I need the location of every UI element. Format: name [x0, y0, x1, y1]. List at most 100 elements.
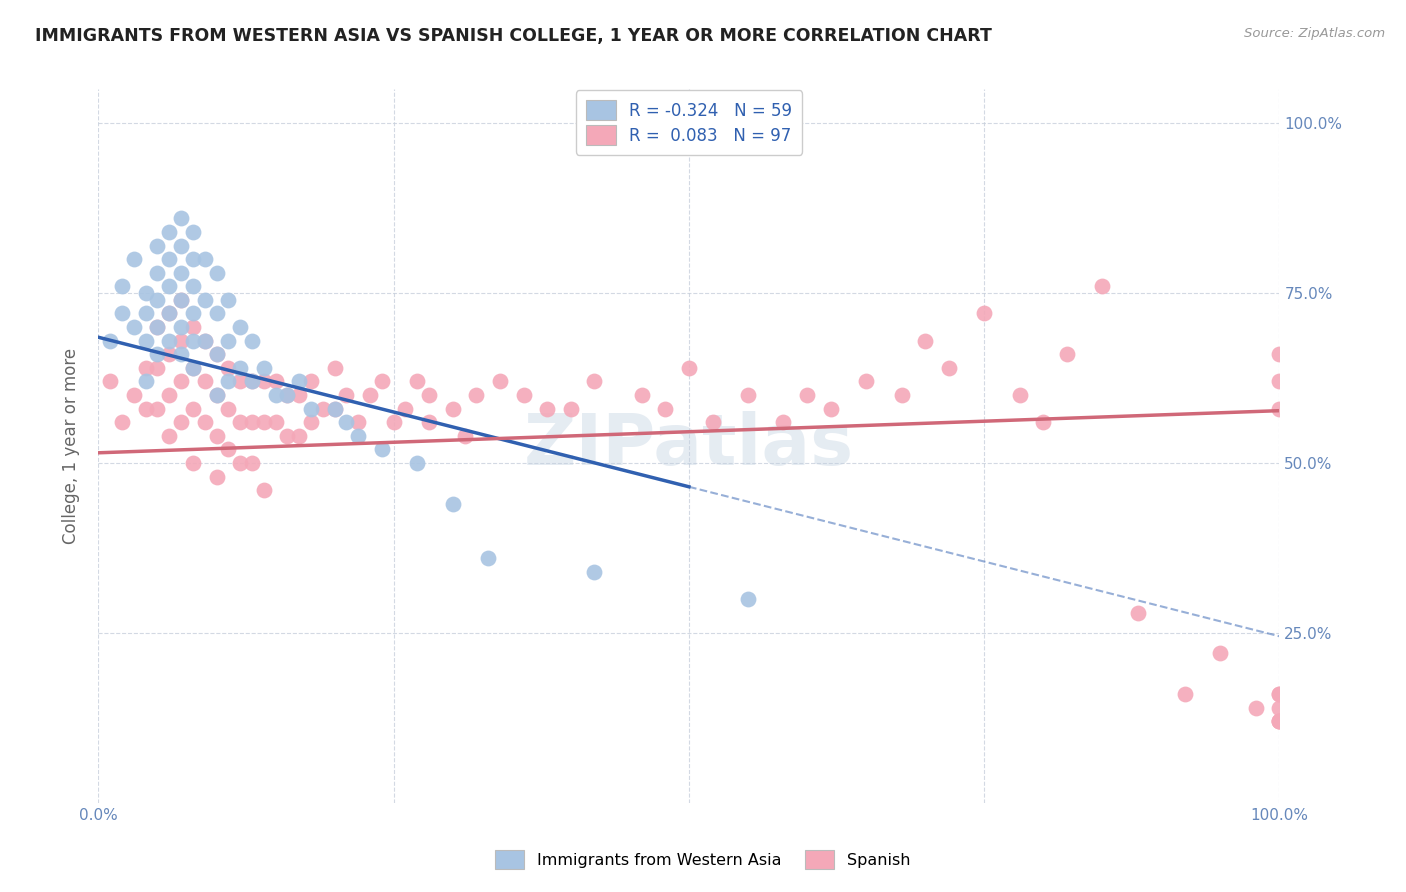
- Point: [157, 252, 180, 266]
- Point: [170, 375, 193, 389]
- Point: [347, 429, 370, 443]
- Point: [170, 293, 193, 307]
- Point: [170, 347, 193, 361]
- Point: [855, 375, 877, 389]
- Point: [1008, 388, 1031, 402]
- Point: [560, 401, 582, 416]
- Point: [772, 415, 794, 429]
- Point: [441, 497, 464, 511]
- Point: [323, 401, 346, 416]
- Point: [205, 347, 228, 361]
- Point: [323, 360, 346, 375]
- Point: [217, 293, 239, 307]
- Point: [890, 388, 912, 402]
- Point: [135, 306, 157, 320]
- Point: [181, 360, 204, 375]
- Point: [276, 429, 298, 443]
- Point: [240, 456, 263, 470]
- Point: [194, 415, 217, 429]
- Point: [205, 429, 228, 443]
- Point: [253, 360, 276, 375]
- Point: [1032, 415, 1054, 429]
- Point: [678, 360, 700, 375]
- Point: [1268, 714, 1291, 729]
- Point: [737, 388, 759, 402]
- Point: [135, 286, 157, 301]
- Point: [157, 306, 180, 320]
- Point: [181, 252, 204, 266]
- Point: [453, 429, 475, 443]
- Point: [240, 375, 263, 389]
- Point: [170, 293, 193, 307]
- Point: [1091, 279, 1114, 293]
- Point: [229, 375, 252, 389]
- Point: [1268, 375, 1291, 389]
- Point: [1268, 700, 1291, 714]
- Point: [406, 375, 429, 389]
- Point: [146, 360, 169, 375]
- Point: [181, 360, 204, 375]
- Point: [157, 334, 180, 348]
- Point: [146, 320, 169, 334]
- Point: [205, 388, 228, 402]
- Point: [335, 388, 357, 402]
- Point: [98, 375, 121, 389]
- Point: [135, 334, 157, 348]
- Point: [737, 591, 759, 606]
- Point: [323, 401, 346, 416]
- Point: [583, 375, 606, 389]
- Point: [347, 415, 370, 429]
- Point: [170, 238, 193, 252]
- Point: [194, 252, 217, 266]
- Point: [253, 415, 276, 429]
- Point: [170, 334, 193, 348]
- Point: [253, 483, 276, 498]
- Y-axis label: College, 1 year or more: College, 1 year or more: [62, 348, 80, 544]
- Point: [122, 320, 145, 334]
- Point: [181, 401, 204, 416]
- Point: [1268, 714, 1291, 729]
- Text: ZIPatlas: ZIPatlas: [524, 411, 853, 481]
- Point: [217, 401, 239, 416]
- Legend: R = -0.324   N = 59, R =  0.083   N = 97: R = -0.324 N = 59, R = 0.083 N = 97: [576, 90, 801, 154]
- Legend: Immigrants from Western Asia, Spanish: Immigrants from Western Asia, Spanish: [489, 844, 917, 875]
- Point: [264, 388, 287, 402]
- Point: [583, 565, 606, 579]
- Point: [394, 401, 416, 416]
- Point: [205, 266, 228, 280]
- Point: [135, 375, 157, 389]
- Point: [205, 347, 228, 361]
- Point: [170, 266, 193, 280]
- Point: [276, 388, 298, 402]
- Point: [146, 320, 169, 334]
- Point: [264, 415, 287, 429]
- Point: [170, 320, 193, 334]
- Point: [1126, 606, 1149, 620]
- Point: [914, 334, 936, 348]
- Point: [938, 360, 960, 375]
- Point: [157, 225, 180, 239]
- Point: [229, 360, 252, 375]
- Point: [796, 388, 818, 402]
- Point: [181, 334, 204, 348]
- Point: [253, 375, 276, 389]
- Point: [335, 415, 357, 429]
- Point: [1268, 687, 1291, 701]
- Point: [1268, 714, 1291, 729]
- Point: [418, 415, 440, 429]
- Point: [1268, 687, 1291, 701]
- Point: [240, 375, 263, 389]
- Point: [288, 375, 311, 389]
- Point: [146, 347, 169, 361]
- Point: [122, 388, 145, 402]
- Point: [181, 225, 204, 239]
- Point: [111, 279, 134, 293]
- Point: [194, 375, 217, 389]
- Point: [146, 293, 169, 307]
- Point: [217, 334, 239, 348]
- Point: [1174, 687, 1197, 701]
- Point: [157, 279, 180, 293]
- Point: [820, 401, 842, 416]
- Point: [181, 320, 204, 334]
- Point: [702, 415, 724, 429]
